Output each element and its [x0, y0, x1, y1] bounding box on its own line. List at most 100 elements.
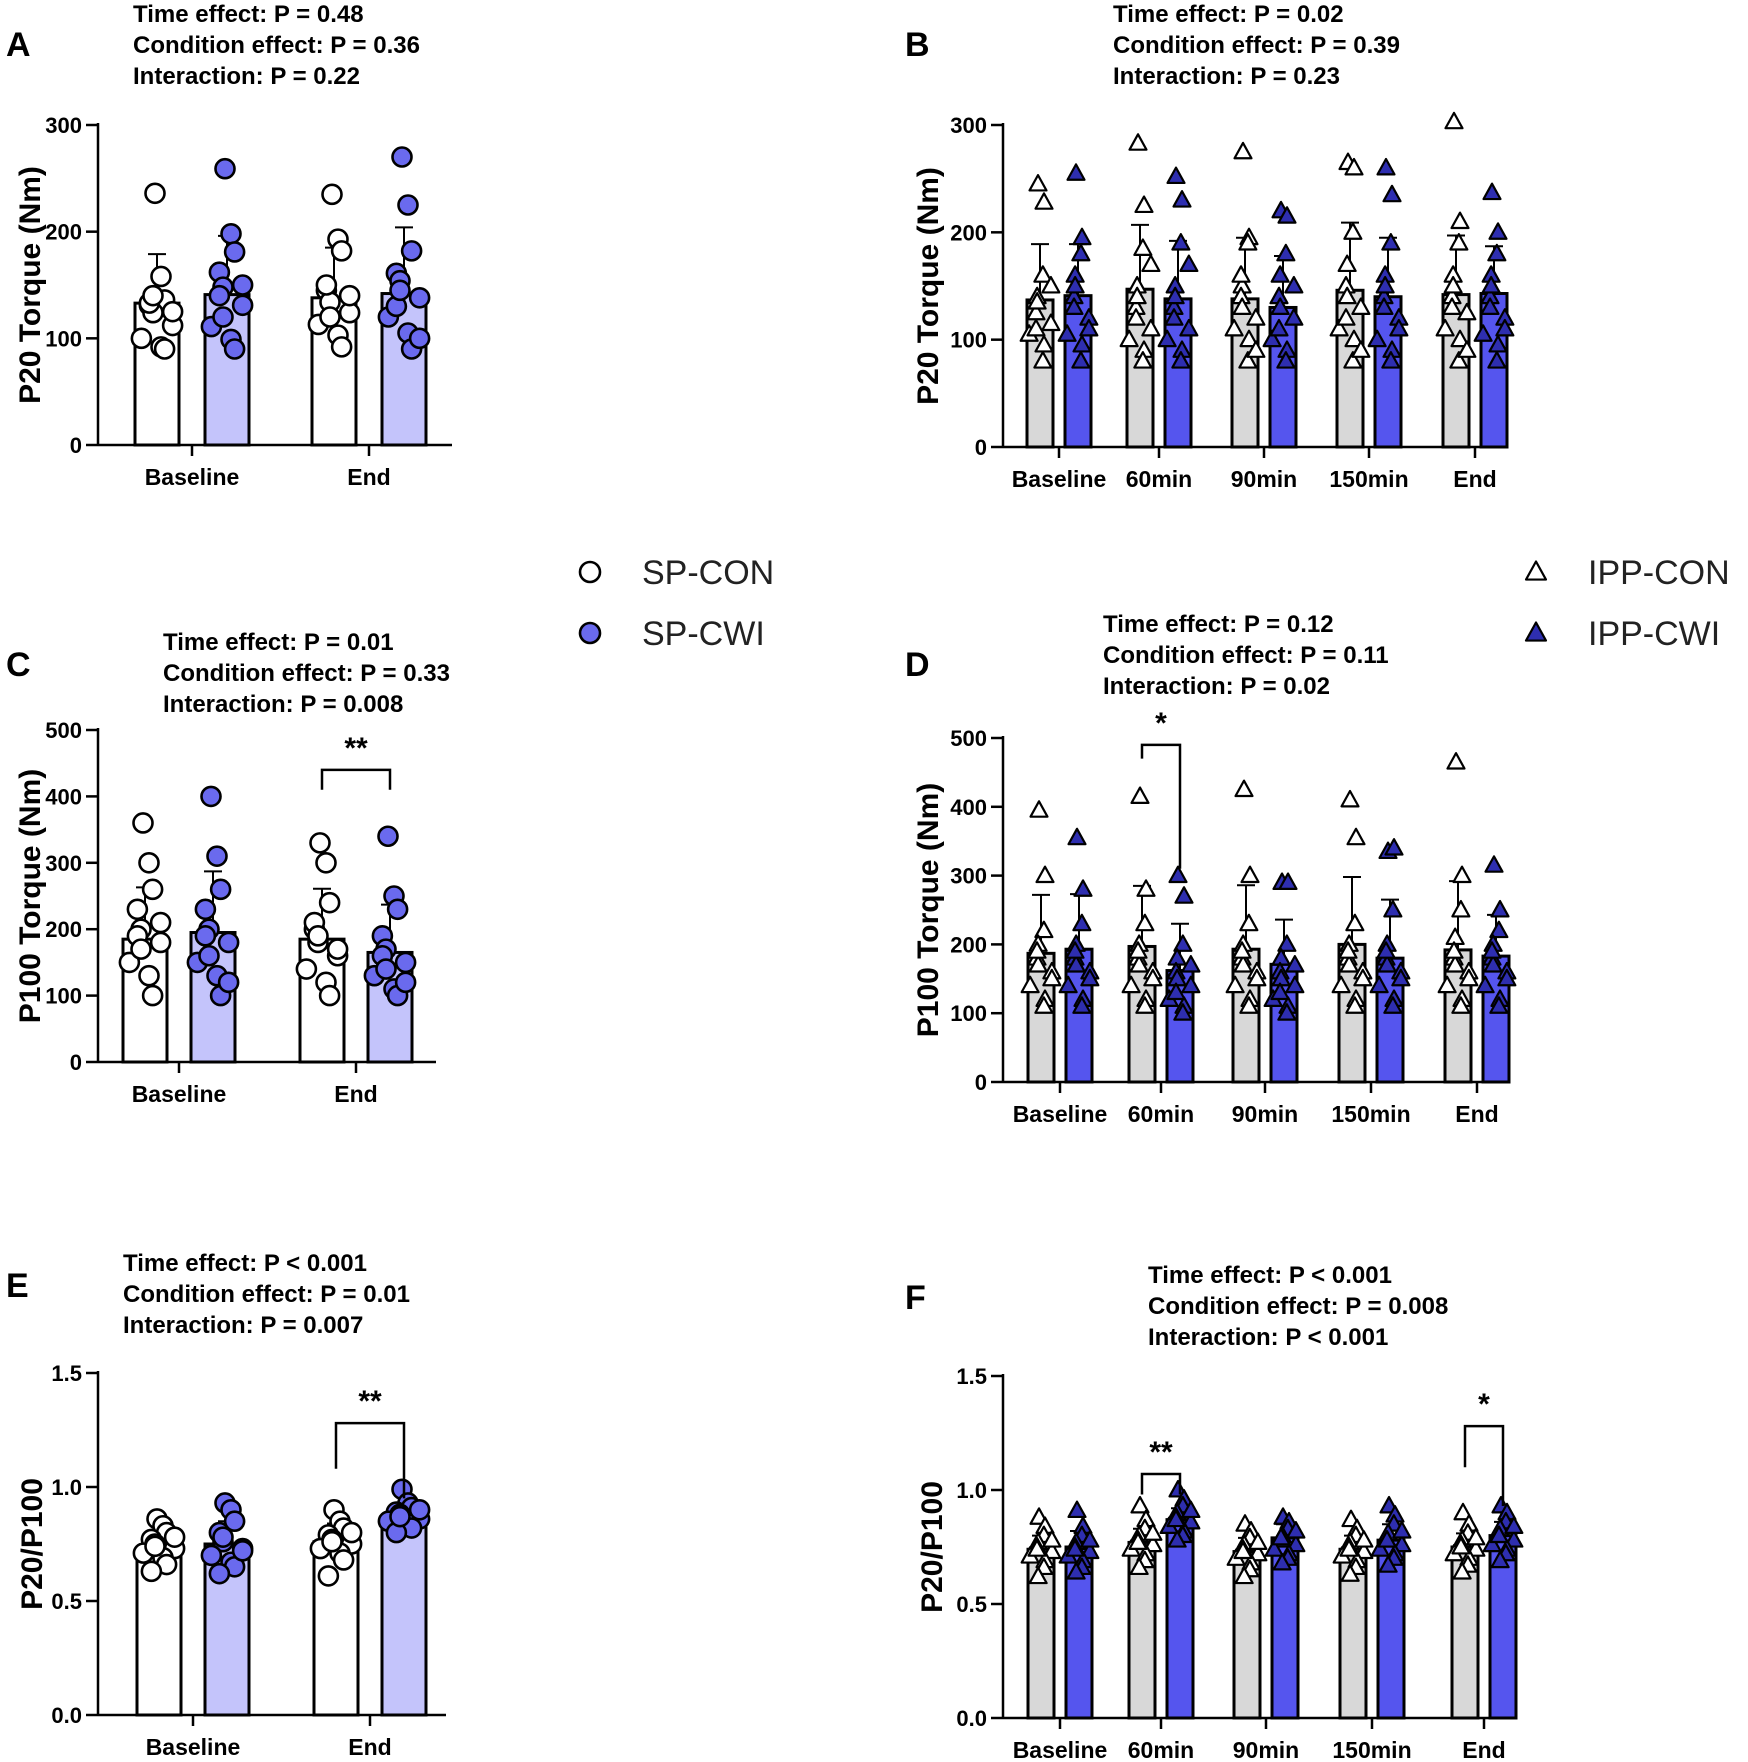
data-point [1495, 318, 1515, 337]
panel-f: F Time effect: P < 0.001 Condition effect:… [905, 1262, 1524, 1762]
data-point [1029, 800, 1049, 818]
data-point [1239, 996, 1259, 1014]
data-point [1143, 968, 1163, 987]
data-point [1033, 265, 1053, 283]
data-point [1452, 1562, 1472, 1580]
data-point [1450, 211, 1470, 230]
y-tick-label: 400 [950, 795, 987, 820]
x-tick-label: 90min [1232, 1101, 1298, 1127]
data-point [1489, 1525, 1509, 1544]
data-point [130, 938, 152, 960]
data-point [1353, 968, 1373, 987]
data-point [144, 182, 166, 205]
data-point [1475, 975, 1495, 994]
data-point [1354, 1530, 1374, 1548]
y-tick-label: 200 [45, 917, 82, 942]
data-point [1246, 308, 1266, 326]
data-point [1270, 265, 1290, 283]
y-tick-label: 0.0 [956, 1706, 987, 1731]
data-point [340, 1521, 363, 1544]
significance-bracket [1463, 1424, 1505, 1506]
y-tick-label: 0 [975, 435, 987, 460]
data-point [1339, 955, 1359, 973]
data-point [1444, 941, 1464, 959]
data-point [1233, 955, 1253, 973]
data-point [1269, 318, 1289, 337]
data-point [1482, 1534, 1502, 1553]
x-tick-label: End [1455, 1101, 1498, 1127]
data-point [208, 284, 231, 307]
data-point [1246, 340, 1266, 358]
data-point [217, 971, 240, 994]
legend-marker [578, 560, 602, 584]
data-point [1271, 1527, 1291, 1546]
y-axis-label: P20 Torque (Nm) [912, 167, 945, 405]
data-point [1480, 297, 1500, 315]
data-point [1490, 1550, 1510, 1569]
data-point [1367, 329, 1387, 348]
data-point [1375, 275, 1395, 294]
data-point [1437, 975, 1457, 994]
data-point [1171, 233, 1191, 251]
legend-sp: SP-CON SP-CWI [578, 554, 774, 653]
data-point [1128, 1532, 1148, 1550]
data-point [397, 194, 419, 216]
data-point [138, 964, 160, 987]
data-point [1285, 955, 1305, 973]
data-point [142, 284, 164, 307]
stat-line-2: Condition effect: P = 0.39 [1113, 32, 1400, 59]
data-point [1181, 1511, 1201, 1530]
x-tick-label: Baseline [145, 464, 240, 490]
data-point [1143, 1523, 1163, 1541]
data-point [315, 851, 337, 874]
data-point [1337, 254, 1357, 273]
y-tick-label: 1.0 [956, 1478, 987, 1503]
panel-letter: E [6, 1267, 29, 1305]
data-point [144, 1535, 166, 1558]
x-tick-label: End [334, 1081, 377, 1107]
data-point [1026, 318, 1046, 337]
data-point [223, 1510, 246, 1532]
data-point [1381, 233, 1401, 251]
panel-c: C Time effect: P = 0.01 Condition effect: … [6, 629, 450, 1107]
significance-label: * [1155, 707, 1167, 740]
data-point [1034, 335, 1054, 353]
bar [1165, 1518, 1195, 1720]
x-tick-label: End [347, 464, 390, 490]
y-tick-label: 400 [45, 784, 82, 809]
data-point [1377, 955, 1397, 973]
data-point [326, 938, 349, 960]
data-point [1165, 286, 1185, 305]
data-point [1141, 254, 1161, 273]
y-axis-label: P100 Torque (Nm) [14, 769, 47, 1024]
data-point [1488, 222, 1508, 240]
data-point [1168, 865, 1188, 884]
data-point [332, 1549, 355, 1571]
data-point [1127, 286, 1147, 305]
data-point [1285, 975, 1305, 994]
legend-label: SP-CON [642, 554, 774, 592]
y-axis-label: P20 Torque (Nm) [14, 166, 47, 404]
x-tick-label: 60min [1126, 466, 1192, 492]
data-point [1343, 351, 1363, 369]
data-point [408, 1499, 431, 1521]
significance-label: ** [344, 732, 368, 765]
y-tick-label: 200 [45, 220, 82, 245]
stat-line-2: Condition effect: P = 0.11 [1103, 642, 1389, 669]
stat-line-2: Condition effect: P = 0.008 [1148, 1293, 1448, 1320]
data-point [1066, 1562, 1086, 1580]
panel-letter: B [905, 26, 930, 64]
data-point [1482, 182, 1502, 201]
data-point [1451, 996, 1471, 1014]
data-point [138, 851, 160, 874]
data-point [1377, 1530, 1397, 1548]
data-point [1340, 1564, 1360, 1582]
stat-line-1: Time effect: P = 0.48 [133, 1, 364, 28]
data-point [1331, 975, 1351, 994]
data-point [1489, 996, 1509, 1014]
y-tick-label: 0 [70, 1050, 82, 1075]
data-point [1392, 1521, 1412, 1539]
data-point [1457, 340, 1477, 358]
data-point [408, 286, 431, 309]
